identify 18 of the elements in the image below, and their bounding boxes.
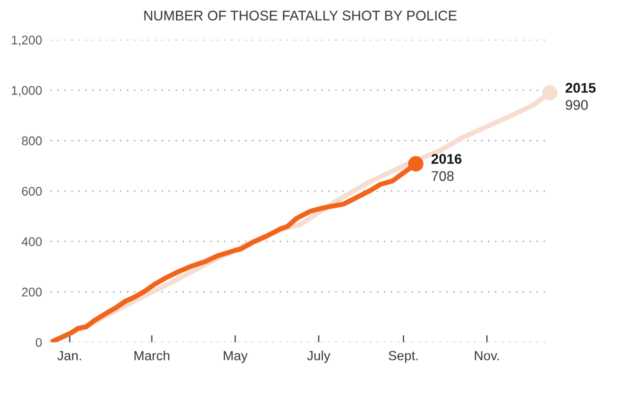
y-tick-label: 0 xyxy=(36,338,42,347)
y-tick-label: 200 xyxy=(22,288,42,297)
x-tick-label: Sept. xyxy=(388,350,418,363)
y-tick-label: 1,200 xyxy=(12,36,42,46)
data-label: 990 xyxy=(566,100,588,110)
x-tick-label: May xyxy=(224,351,248,363)
y-tick-label: 400 xyxy=(22,237,42,246)
y-tick-label: 600 xyxy=(22,186,42,196)
data-label: 708 xyxy=(432,171,454,181)
x-tick-label: Jan. xyxy=(57,351,81,360)
series-label: 2015 xyxy=(566,82,596,93)
x-tick-label: Nov. xyxy=(474,351,499,360)
chart-title: NUMBER OF THOSE FATALLY SHOT BY POLICE xyxy=(144,10,457,20)
x-tick-label: July xyxy=(307,350,330,363)
y-tick-label: 800 xyxy=(22,136,42,146)
series-label: 2016 xyxy=(432,154,462,164)
x-tick-label: March xyxy=(134,350,170,360)
y-tick-label: 1,000 xyxy=(12,86,42,96)
